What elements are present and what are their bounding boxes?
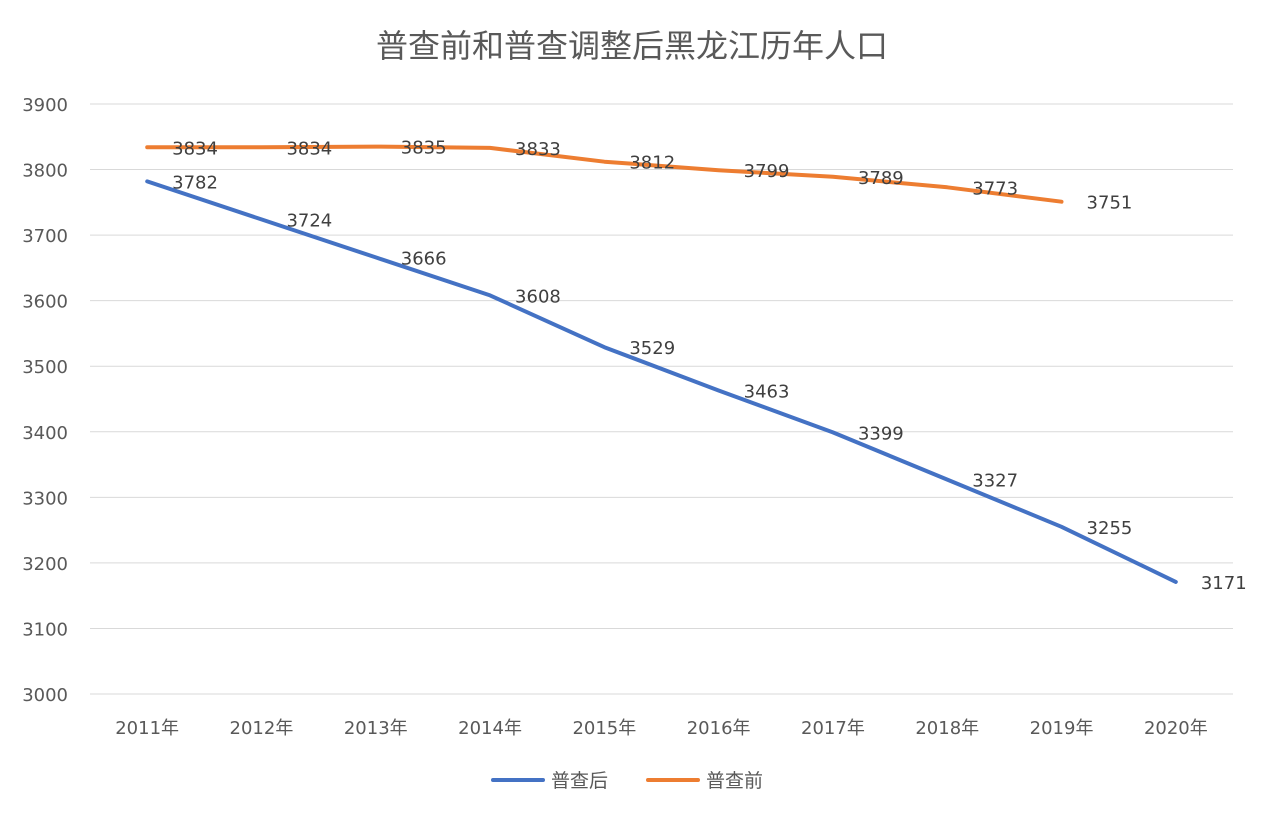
x-tick-label: 2014年 — [458, 718, 522, 739]
y-tick-label: 3800 — [22, 161, 68, 182]
legend-label: 普查后 — [551, 770, 608, 792]
data-label: 3782 — [172, 172, 218, 193]
chart-title: 普查前和普查调整后黑龙江历年人口 — [376, 27, 888, 65]
x-tick-label: 2017年 — [801, 718, 865, 739]
x-tick-label: 2013年 — [344, 718, 408, 739]
data-label: 3789 — [858, 168, 904, 189]
y-tick-label: 3500 — [22, 357, 68, 378]
y-tick-label: 3200 — [22, 554, 68, 575]
series-line-1 — [145, 144, 1064, 204]
data-label: 3255 — [1087, 518, 1133, 539]
y-tick-label: 3900 — [22, 95, 68, 116]
x-tick-label: 2015年 — [572, 718, 636, 739]
data-label: 3834 — [172, 138, 218, 159]
data-label: 3773 — [972, 178, 1018, 199]
y-tick-label: 3000 — [22, 685, 68, 706]
data-label: 3666 — [401, 248, 447, 269]
legend: 普查后 普查前 — [491, 770, 763, 792]
gridlines — [90, 103, 1233, 695]
y-axis-ticks: 3000 3100 3200 3300 3400 3500 3600 3700 3800 3900 — [22, 95, 68, 706]
data-label: 3833 — [515, 139, 561, 160]
legend-label: 普查前 — [706, 770, 763, 792]
data-label: 3529 — [629, 338, 675, 359]
series-line-0 — [145, 179, 1178, 584]
data-label: 3171 — [1201, 573, 1247, 594]
data-labels: 3782 3724 3666 3608 3529 3463 3399 3327 3255 3171… — [172, 138, 1247, 594]
data-label: 3834 — [286, 138, 332, 159]
x-tick-label: 2019年 — [1030, 718, 1094, 739]
data-label: 3799 — [744, 161, 790, 182]
y-tick-label: 3400 — [22, 423, 68, 444]
data-label: 3812 — [629, 153, 675, 174]
data-label: 3608 — [515, 286, 561, 307]
x-tick-label: 2011年 — [115, 718, 179, 739]
series-lines — [145, 144, 1178, 584]
data-label: 3835 — [401, 138, 447, 159]
y-tick-label: 3300 — [22, 488, 68, 509]
x-tick-label: 2012年 — [230, 718, 294, 739]
y-tick-label: 3600 — [22, 292, 68, 313]
y-tick-label: 3700 — [22, 226, 68, 247]
data-label: 3399 — [858, 423, 904, 444]
x-axis-ticks: 2011年 2012年 2013年 2014年 2015年 2016年 2017年 2018年… — [115, 718, 1208, 739]
y-tick-label: 3100 — [22, 619, 68, 640]
x-tick-label: 2016年 — [687, 718, 751, 739]
data-label: 3463 — [744, 381, 790, 402]
x-tick-label: 2018年 — [915, 718, 979, 739]
x-tick-label: 2020年 — [1144, 718, 1208, 739]
data-label: 3327 — [972, 471, 1018, 492]
data-label: 3724 — [286, 210, 332, 231]
data-label: 3751 — [1087, 193, 1133, 214]
